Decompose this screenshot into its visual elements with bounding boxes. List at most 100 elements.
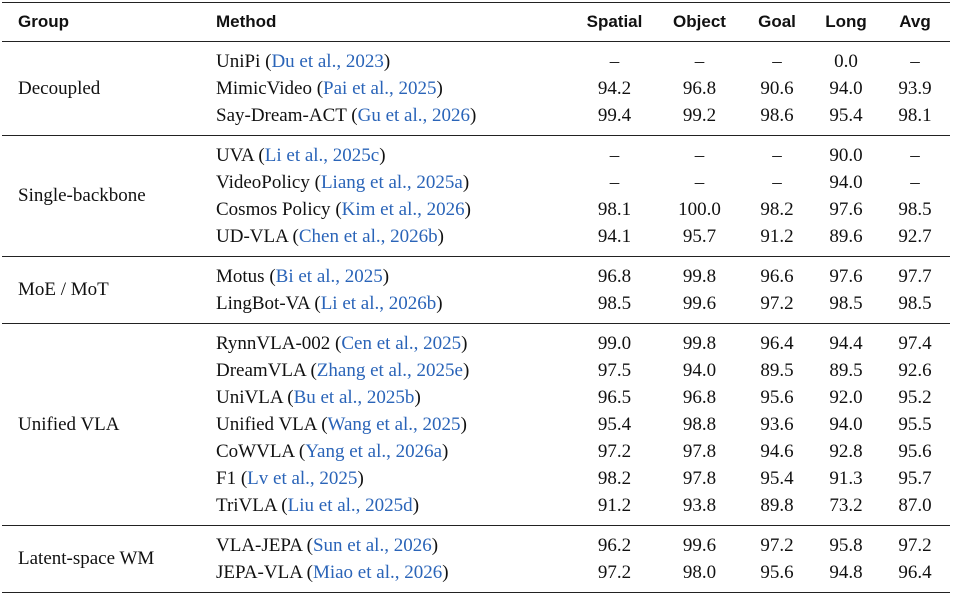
group-name: Decoupled — [18, 77, 101, 99]
score-cell: 94.0 — [829, 413, 863, 435]
score-cell: 97.2 — [760, 534, 794, 556]
table-row: Unified VLAWang et al., 202595.498.893.6… — [2, 411, 950, 438]
group-name: MoE / MoT — [18, 279, 109, 300]
citation: Lv et al., 2025 — [236, 468, 364, 489]
score-cell: 95.7 — [682, 225, 717, 247]
score-cell: 99.6 — [682, 292, 717, 314]
citation: Miao et al., 2026 — [302, 562, 449, 583]
score-cell: 95.4 — [597, 413, 632, 435]
method-cell: UniPiDu et al., 2023 — [210, 42, 572, 76]
table-row: CoWVLAYang et al., 2026a 97.2 97.8 94.6 92.8… — [2, 438, 950, 465]
method-name: TriVLA — [216, 494, 277, 516]
method-name: UniVLA — [216, 386, 283, 408]
score-cell: 98.5 — [829, 292, 863, 314]
score-cell: 87.0 — [898, 494, 932, 516]
method-name: JEPA-VLA — [216, 561, 302, 583]
group-section: MoE / MoT MotusBi et al., 2025 96.8 99.8 96.… — [2, 257, 950, 324]
score-cell: 95.6 — [760, 561, 794, 583]
score-cell: 94.0 — [829, 77, 863, 99]
score-cell: 97.2 — [597, 561, 632, 583]
score-cell: – — [910, 171, 920, 193]
method-name: RynnVLA-002 — [216, 332, 331, 354]
score-cell: 98.8 — [682, 413, 717, 435]
method-name: LingBot-VA — [216, 292, 310, 314]
score-cell: – — [772, 50, 782, 72]
score-cell: – — [772, 171, 782, 193]
score-cell: 96.8 — [597, 265, 632, 287]
table-row: Decoupled UniPiDu et al., 2023 – – – 0.0 – — [2, 42, 950, 99]
score-cell: 97.8 — [682, 440, 717, 462]
score-cell: 98.5 — [898, 198, 932, 220]
score-cell: – — [694, 50, 705, 72]
column-header: Object — [673, 12, 726, 31]
score-cell: 90.6 — [760, 77, 794, 99]
column-header: Avg — [899, 12, 931, 31]
score-cell: 92.6 — [898, 359, 932, 381]
method-cell: MotusBi et al., 2025 — [210, 257, 572, 291]
score-cell: 99.4 — [597, 104, 632, 126]
method-name: DreamVLA — [216, 359, 306, 381]
method-name: UniPi — [216, 50, 261, 72]
method-name: MimicVideo — [216, 77, 312, 99]
citation: Wang et al., 2025 — [316, 414, 466, 435]
score-cell: 98.5 — [898, 292, 932, 314]
score-cell: – — [910, 144, 920, 166]
score-cell: 96.2 — [597, 534, 632, 556]
method-cell: LingBot-VALi et al., 2026b — [210, 290, 572, 324]
score-cell: 92.0 — [829, 386, 863, 408]
method-name: UVA — [216, 144, 254, 166]
score-cell: 99.6 — [682, 534, 717, 556]
score-cell: 99.0 — [597, 332, 632, 354]
method-name: Unified VLA — [216, 413, 317, 435]
method-name: UD-VLA — [216, 225, 288, 247]
score-cell: 95.7 — [898, 467, 932, 489]
table-row: TriVLALiu et al., 2025d 91.2 93.8 89.8 73.2 8… — [2, 492, 950, 526]
group-section: Unified VLA RynnVLA-002Cen et al., 2025 99… — [2, 324, 950, 526]
score-cell: 99.2 — [682, 104, 717, 126]
method-cell: F1Lv et al., 2025 — [210, 465, 572, 492]
table-row: Single-backbone UVALi et al., 2025c – – – 90.… — [2, 136, 950, 207]
score-cell: – — [609, 144, 620, 166]
score-cell: 93.6 — [760, 413, 794, 435]
score-cell: 97.2 — [898, 534, 932, 556]
score-cell: 97.8 — [682, 467, 717, 489]
results-table: Group Method Spatial Object Goal Long Avg Deco… — [2, 2, 950, 593]
score-cell: – — [694, 144, 705, 166]
method-name: F1 — [216, 467, 237, 489]
score-cell: 96.8 — [682, 386, 717, 408]
method-cell: Cosmos PolicyKim et al., 2026 — [210, 196, 572, 223]
score-cell: 97.7 — [898, 265, 932, 287]
citation: Kim et al., 2026 — [331, 199, 471, 220]
score-cell: 98.1 — [597, 198, 632, 220]
method-cell: UD-VLAChen et al., 2026b — [210, 223, 572, 257]
score-cell: 98.2 — [760, 198, 794, 220]
method-cell: VideoPolicyLiang et al., 2025a — [210, 169, 572, 196]
table-row: LingBot-VALi et al., 2026b 98.5 99.6 97.2 98… — [2, 290, 950, 324]
score-cell: 91.3 — [829, 467, 863, 489]
score-cell: 95.2 — [898, 386, 932, 408]
group-name: Unified VLA — [18, 413, 120, 435]
score-cell: 0.0 — [834, 50, 858, 72]
table-row: Unified VLA RynnVLA-002Cen et al., 2025 99… — [2, 324, 950, 435]
score-cell: 97.6 — [829, 265, 863, 287]
table-row: Cosmos PolicyKim et al., 2026 98.1 100.0 98… — [2, 196, 950, 223]
score-cell: 95.4 — [829, 104, 863, 126]
citation: Pai et al., 2025 — [312, 78, 443, 99]
method-cell: Say-Dream-ACTGu et al., 2026 — [210, 102, 572, 136]
citation: Liu et al., 2025d — [277, 495, 419, 516]
score-cell: 97.4 — [898, 332, 932, 354]
citation: Liang et al., 2025a — [310, 172, 469, 193]
score-cell: 96.4 — [760, 332, 794, 354]
column-header: Goal — [758, 12, 796, 31]
citation: Bi et al., 2025 — [265, 266, 390, 287]
group-section: Latent-space WM VLA-JEPASun et al., 2026 9… — [2, 526, 950, 593]
column-header: Spatial — [586, 12, 643, 31]
score-cell: 91.2 — [760, 225, 794, 247]
score-cell: 97.2 — [597, 440, 632, 462]
column-header: Method — [216, 12, 277, 31]
citation: Zhang et al., 2025e — [306, 360, 470, 381]
score-cell: – — [694, 171, 705, 193]
method-cell: JEPA-VLAMiao et al., 2026 — [210, 559, 572, 593]
method-name: VLA-JEPA — [216, 534, 302, 556]
